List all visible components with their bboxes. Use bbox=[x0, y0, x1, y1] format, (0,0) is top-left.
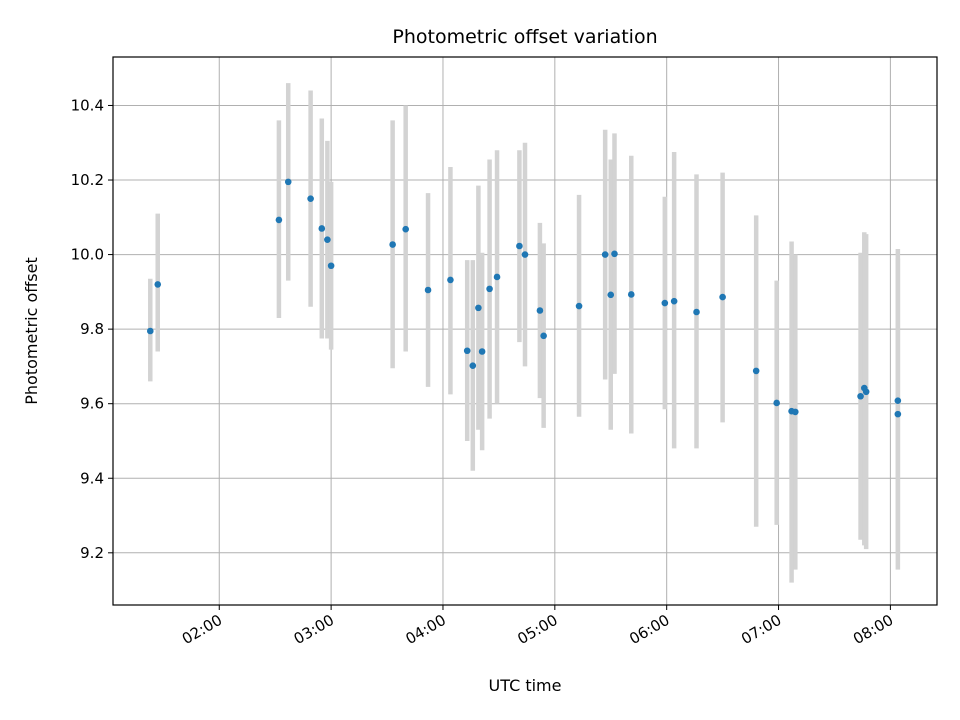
data-point bbox=[792, 408, 799, 416]
data-point bbox=[540, 332, 547, 340]
data-point bbox=[894, 397, 902, 405]
data-point bbox=[719, 293, 726, 301]
y-tick-label: 10.4 bbox=[71, 96, 104, 114]
data-point bbox=[307, 195, 314, 202]
data-point bbox=[402, 225, 409, 233]
data-point bbox=[516, 242, 523, 250]
chart-title: Photometric offset variation bbox=[392, 26, 657, 48]
data-point bbox=[146, 327, 154, 335]
data-point bbox=[389, 241, 396, 248]
x-axis-label: UTC time bbox=[489, 676, 562, 695]
y-tick-label: 10.2 bbox=[71, 171, 104, 189]
data-point bbox=[773, 399, 780, 407]
data-point bbox=[424, 286, 432, 294]
data-point bbox=[284, 178, 292, 186]
plot-frame bbox=[112, 56, 938, 606]
data-point bbox=[601, 251, 609, 258]
data-point bbox=[486, 285, 493, 293]
data-point bbox=[575, 302, 583, 310]
data-point bbox=[318, 225, 326, 232]
y-tick-label: 10.0 bbox=[71, 246, 104, 264]
data-point bbox=[154, 281, 162, 288]
data-point bbox=[275, 216, 283, 224]
data-point bbox=[447, 276, 454, 284]
y-tick-label: 9.8 bbox=[80, 320, 104, 338]
data-point bbox=[327, 262, 335, 270]
data-point bbox=[661, 299, 669, 307]
y-tick-label: 9.6 bbox=[80, 395, 104, 413]
data-point bbox=[478, 348, 486, 355]
data-point bbox=[469, 362, 477, 369]
data-point bbox=[611, 250, 618, 258]
data-point bbox=[752, 367, 760, 375]
data-point bbox=[607, 291, 615, 299]
data-point bbox=[324, 236, 331, 243]
data-point bbox=[693, 308, 700, 316]
data-point bbox=[894, 410, 902, 418]
y-tick-label: 9.4 bbox=[80, 469, 104, 487]
data-point bbox=[627, 291, 635, 298]
data-point bbox=[475, 304, 482, 312]
data-point bbox=[536, 307, 544, 314]
data-point bbox=[857, 392, 864, 400]
y-tick-label: 9.2 bbox=[80, 544, 104, 562]
data-points bbox=[146, 178, 902, 418]
data-point bbox=[463, 347, 471, 355]
data-point bbox=[521, 251, 529, 258]
data-point bbox=[670, 297, 678, 305]
y-axis-ticks: 9.2 9.4 9.6 9.8 10.0 10.2 10.4 bbox=[71, 96, 113, 562]
data-point bbox=[493, 273, 501, 281]
y-axis-label: Photometric offset bbox=[22, 257, 41, 405]
data-point bbox=[862, 388, 870, 396]
